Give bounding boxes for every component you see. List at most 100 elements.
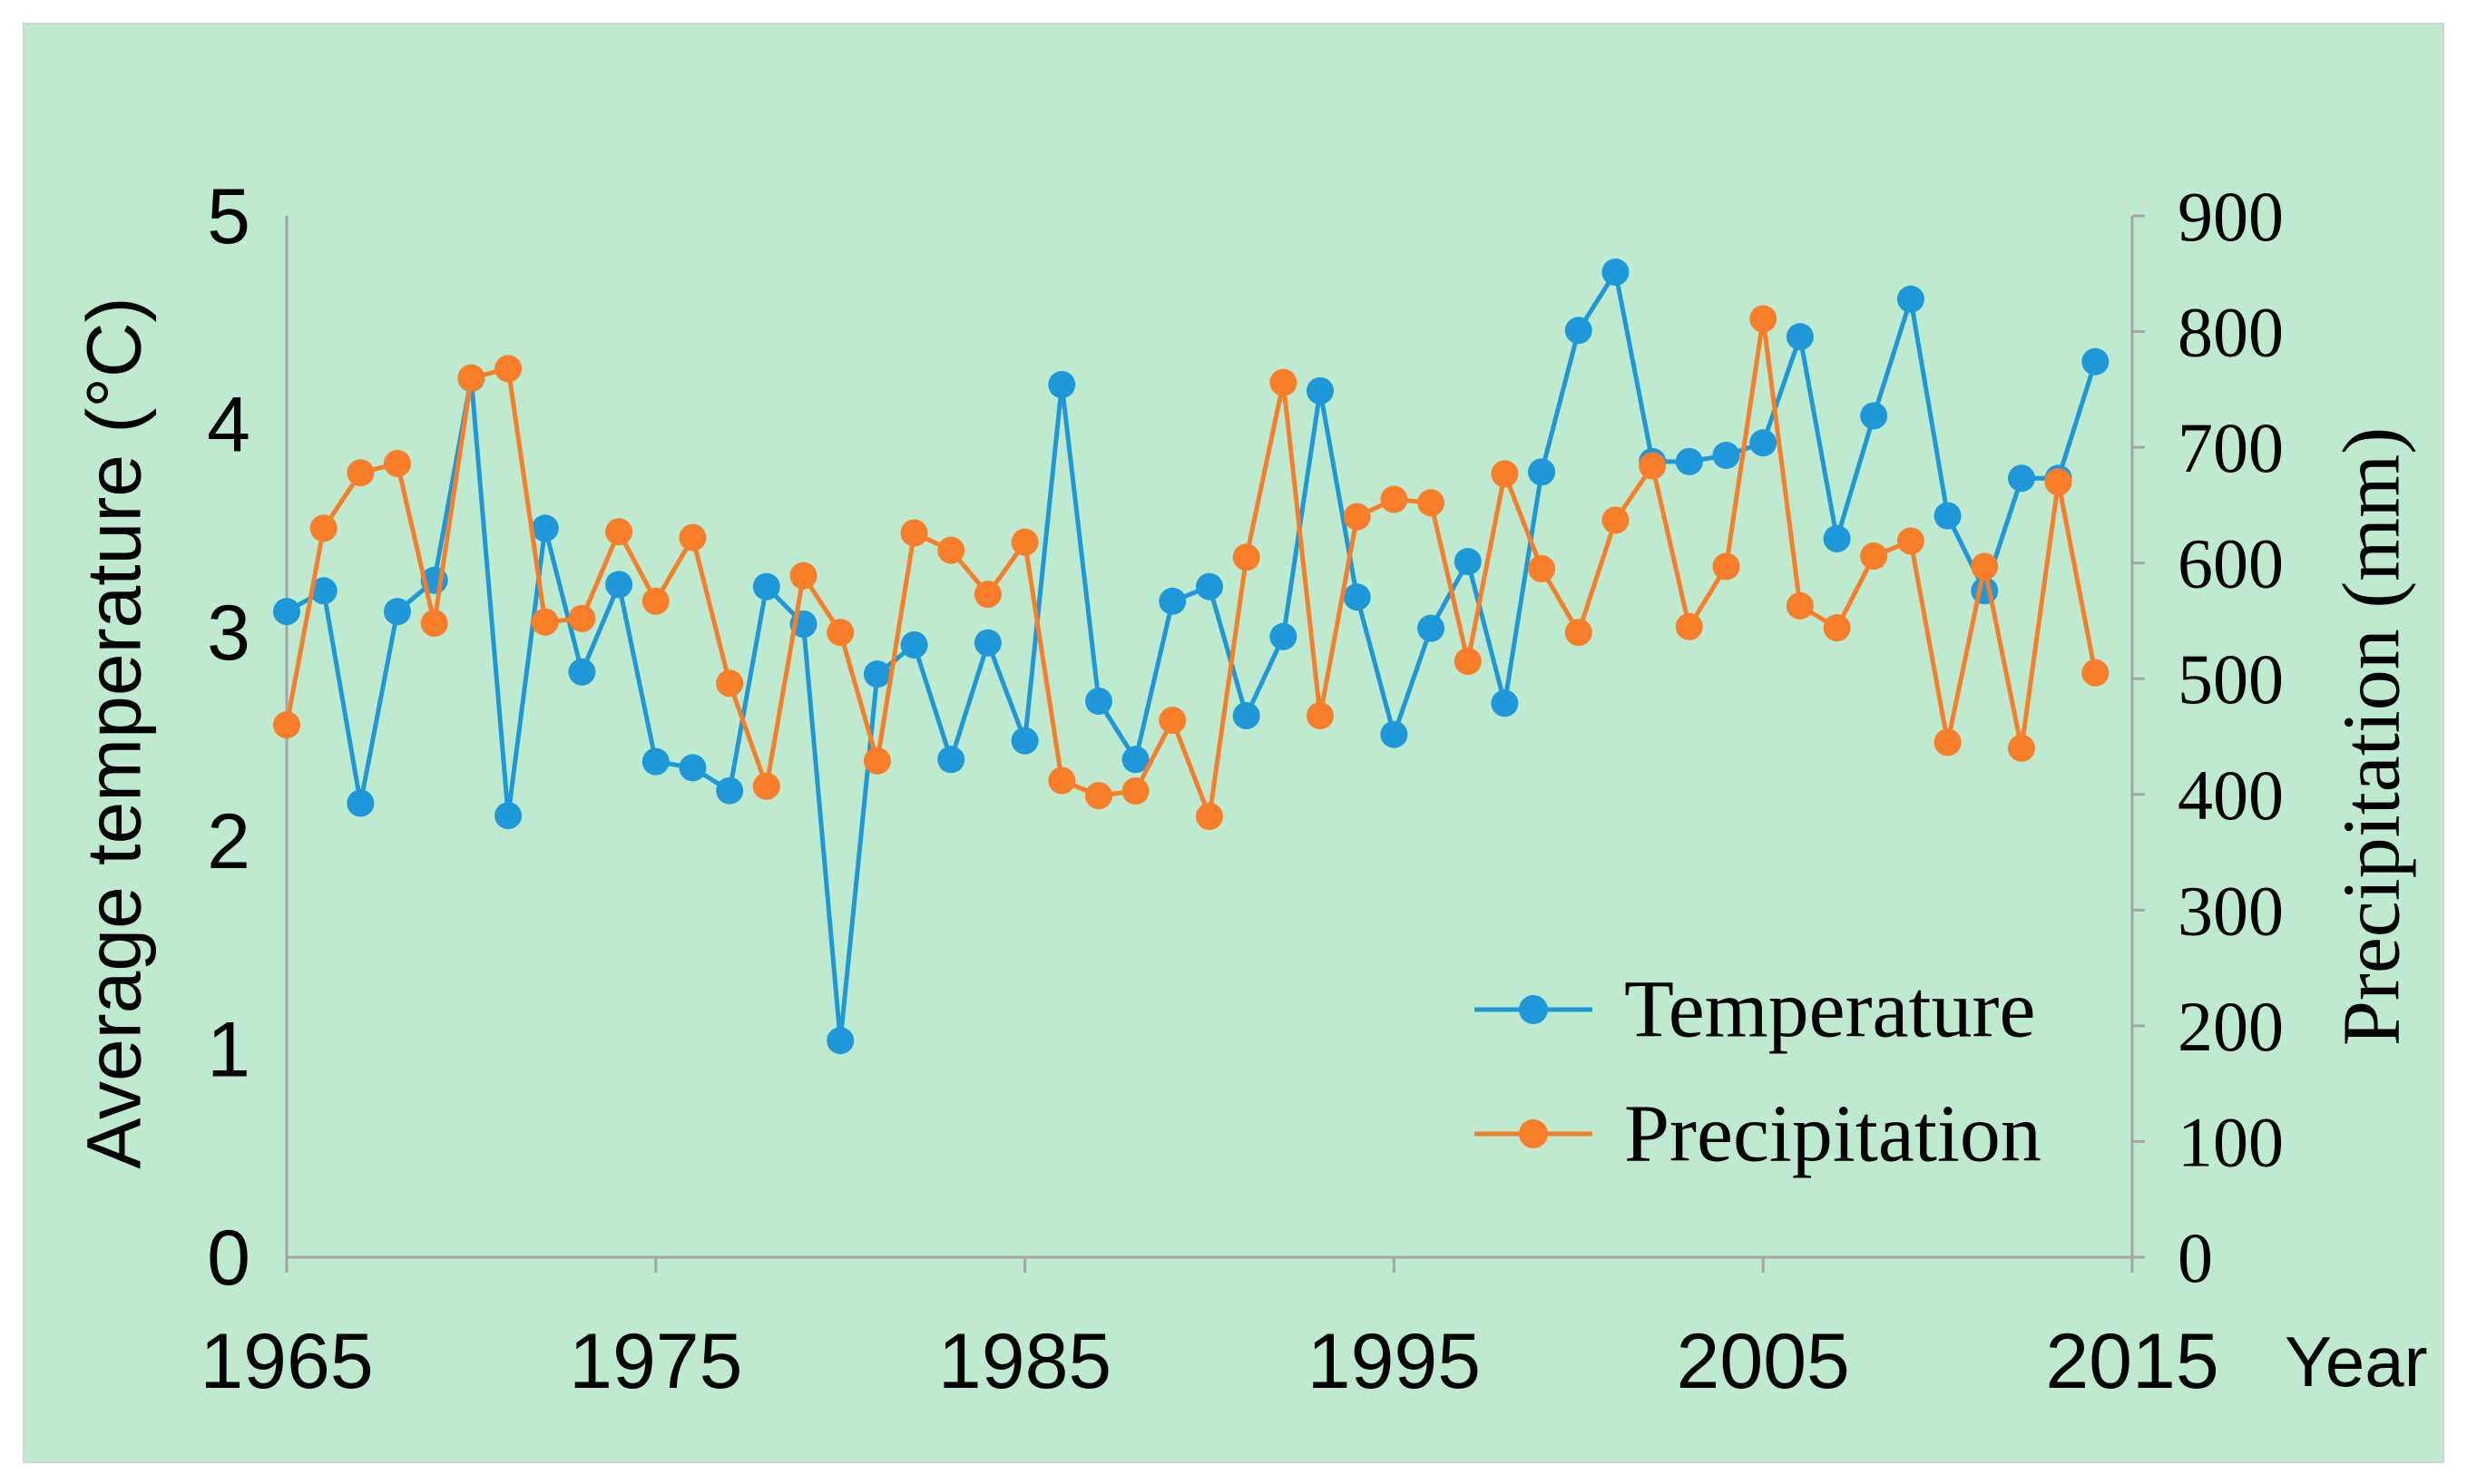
tick-layer: 1965 1975 1985 1995 2005 2015 0 1 2 3 4 5 0 100 200 300…: [200, 173, 2284, 1405]
temperature-point-2012: [2008, 464, 2035, 493]
precipitation-point-1981: [863, 747, 891, 775]
precipitation-point-2007: [1823, 614, 1851, 642]
temperature-point-1997: [1454, 548, 1482, 576]
precipitation-point-1993: [1307, 702, 1334, 729]
precipitation-point-2006: [1786, 591, 1814, 620]
precipitation-point-1976: [679, 523, 707, 552]
x-tick-label: 1985: [938, 1318, 1111, 1405]
precipitation-point-1968: [384, 450, 411, 477]
temperature-point-1988: [1121, 746, 1150, 774]
precipitation-point-1982: [900, 519, 928, 547]
temperature-point-1996: [1417, 614, 1445, 642]
temperature-point-1993: [1307, 376, 1334, 405]
temperature-point-2005: [1749, 429, 1777, 457]
y-left-tick-label: 0: [207, 1215, 250, 1302]
precipitation-point-2012: [2008, 734, 2035, 762]
temperature-point-2010: [1933, 502, 1962, 530]
temperature-point-1982: [900, 631, 928, 659]
x-tick-label: 2015: [2045, 1318, 2218, 1405]
x-tick-label: 2005: [1677, 1318, 1850, 1405]
y-axis-title-left: Average temperature (°C): [71, 297, 156, 1168]
y-right-tick-label: 400: [2178, 756, 2284, 835]
y-left-tick-label: 1: [207, 1006, 250, 1093]
y-right-tick-label: 200: [2178, 987, 2284, 1066]
temperature-point-1985: [1011, 727, 1039, 755]
precipitation-point-1984: [974, 581, 1002, 609]
precipitation-point-1974: [605, 518, 633, 546]
temperature-point-2001: [1601, 259, 1630, 286]
y-axis-title-right: Precipitation (mm): [2327, 427, 2417, 1046]
precipitation-point-1987: [1085, 782, 1112, 810]
precipitation-point-1999: [1528, 555, 1556, 582]
precipitation-point-1966: [309, 514, 338, 542]
precipitation-point-2014: [2081, 659, 2110, 687]
temperature-point-1967: [347, 789, 375, 817]
temperature-point-1965: [273, 598, 300, 626]
y-left-tick-label: 5: [207, 173, 250, 260]
precipitation-point-1979: [789, 561, 817, 590]
temperature-point-1966: [309, 577, 338, 605]
temperature-point-2008: [1860, 402, 1888, 430]
temperature-point-1975: [641, 747, 670, 776]
precipitation-point-2005: [1749, 305, 1777, 333]
precipitation-line: [284, 317, 2098, 819]
x-axis-title: Year: [2285, 1322, 2428, 1401]
precipitation-point-2010: [1933, 728, 1962, 757]
precipitation-point-2001: [1601, 506, 1630, 534]
temperature-point-2004: [1712, 442, 1740, 469]
precipitation-point-1969: [420, 610, 448, 637]
temperature-point-1987: [1085, 688, 1112, 715]
precipitation-point-1965: [273, 711, 300, 739]
temperature-point-2014: [2081, 347, 2110, 376]
precipitation-point-1997: [1454, 648, 1482, 676]
precipitation-point-1983: [937, 536, 965, 564]
chart-panel-background: [23, 23, 2444, 1463]
temperature-point-1984: [974, 629, 1002, 657]
series-layer: [273, 259, 2110, 1055]
precipitation-point-2003: [1675, 612, 1703, 640]
precipitation-point-1967: [347, 459, 375, 487]
precipitation-point-1980: [827, 619, 855, 647]
precipitation-series: [273, 305, 2110, 830]
precipitation-point-2009: [1896, 527, 1924, 555]
legend-precipitation-marker: [1519, 1119, 1548, 1148]
temperature-point-1974: [605, 571, 633, 599]
precipitation-point-1973: [568, 604, 596, 632]
temperature-point-1991: [1232, 702, 1260, 729]
y-right-tick-label: 800: [2178, 293, 2284, 372]
temperature-point-2009: [1896, 285, 1924, 313]
precipitation-point-2013: [2044, 468, 2072, 496]
x-tick-label: 1975: [569, 1318, 742, 1405]
precipitation-point-2000: [1564, 619, 1592, 647]
legend: Temperature Precipitation: [1474, 965, 2041, 1179]
y-right-tick-label: 700: [2178, 408, 2284, 487]
temperature-point-2000: [1564, 317, 1592, 345]
temperature-point-1989: [1159, 587, 1187, 615]
precipitation-point-2011: [1971, 552, 1999, 581]
legend-precipitation-label: Precipitation: [1624, 1089, 2041, 1179]
y-right-tick-label: 100: [2178, 1102, 2284, 1181]
legend-temperature-marker: [1519, 995, 1548, 1024]
precipitation-point-2008: [1860, 542, 1888, 570]
precipitation-point-1994: [1343, 503, 1371, 531]
y-right-tick-label: 900: [2178, 177, 2284, 256]
precipitation-point-1978: [752, 772, 780, 800]
temperature-point-1994: [1343, 583, 1371, 611]
temperature-point-2003: [1675, 447, 1703, 475]
precipitation-point-1998: [1491, 460, 1519, 488]
precipitation-point-1986: [1048, 766, 1076, 795]
precipitation-point-1995: [1380, 485, 1408, 513]
precipitation-point-2004: [1712, 552, 1740, 581]
precipitation-point-1988: [1121, 777, 1150, 805]
y-left-tick-label: 4: [207, 382, 250, 469]
precipitation-point-1971: [494, 355, 523, 383]
precipitation-point-1990: [1196, 803, 1223, 830]
temperature-point-1981: [863, 660, 891, 688]
temperature-point-2007: [1823, 524, 1851, 552]
x-tick-label: 1965: [200, 1318, 373, 1405]
y-left-tick-label: 2: [207, 798, 250, 885]
temperature-point-1968: [384, 598, 411, 626]
precipitation-point-1970: [457, 364, 485, 392]
temperature-point-1986: [1048, 371, 1076, 398]
temperature-point-2006: [1786, 323, 1814, 351]
